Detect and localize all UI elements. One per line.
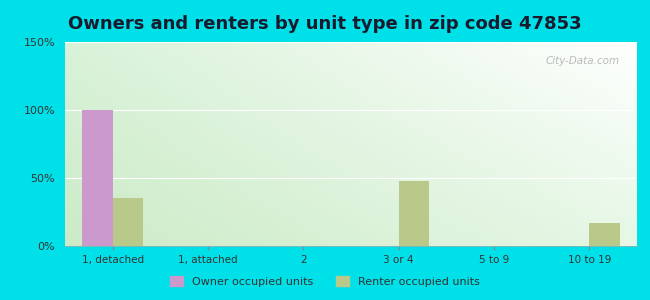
Text: Owners and renters by unit type in zip code 47853: Owners and renters by unit type in zip c… [68,15,582,33]
Bar [398,181,429,246]
Bar [590,223,620,246]
Legend: Owner occupied units, Renter occupied units: Owner occupied units, Renter occupied un… [166,272,484,291]
Bar [112,198,143,246]
Bar [82,110,112,246]
Text: City-Data.com: City-Data.com [546,56,620,66]
